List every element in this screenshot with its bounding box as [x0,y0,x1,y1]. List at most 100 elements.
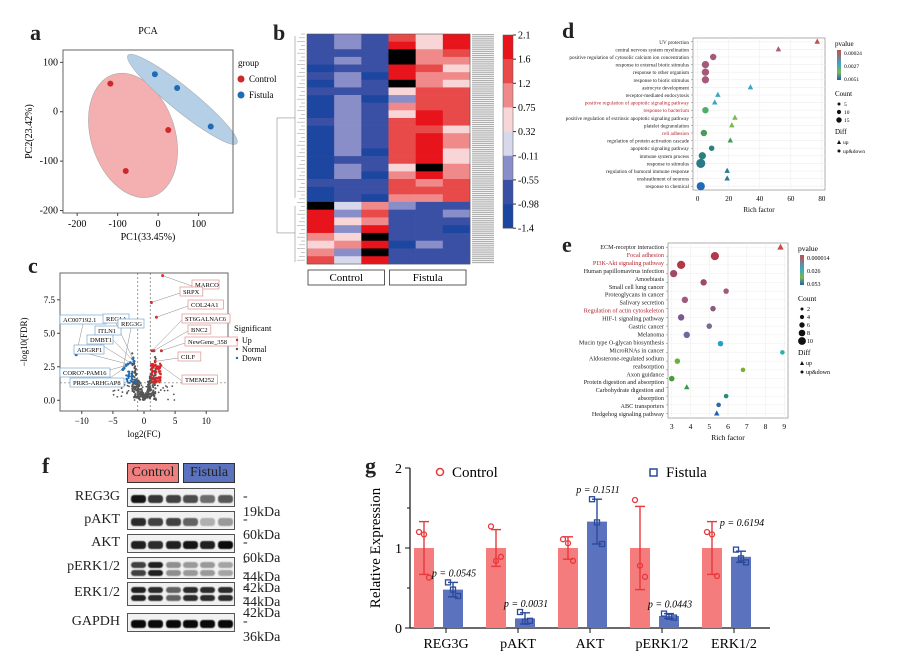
down-gene-point [124,363,128,367]
heatmap-cell [361,209,389,218]
normal-point [146,391,149,394]
gene-label-box [69,377,125,388]
row-label [472,224,494,226]
heatmap-cell [307,179,335,187]
heatmap-cell [415,209,444,218]
x-tick-label: −5 [108,416,118,426]
panel-letter-c: c [28,253,38,278]
legend-marker [235,347,239,351]
heatmap-cell [415,72,444,81]
heatmap-cell [442,217,471,226]
row-label [472,167,494,170]
row-label [472,100,494,103]
heatmap-cell [442,240,471,249]
p-value-label: p = 0.1511 [575,485,620,496]
heatmap-cell [307,194,335,203]
heatmap-cell [388,133,416,142]
blot-size-label: - 60kDa [243,534,281,566]
heatmap-cell [334,186,362,195]
group-label: Fistula [413,272,443,284]
blot-band [148,517,164,526]
blot-band [131,494,146,503]
heatmap-cell [415,117,444,126]
legend-count-title: Count [835,90,852,98]
heatmap-cell [442,56,471,65]
row-label [472,241,494,243]
row-label [472,63,494,65]
group-box [307,269,385,286]
gene-label-up: TMEM252 [185,377,214,384]
count-legend-label: 10 [807,339,813,345]
normal-point [149,386,152,389]
heatmap-cell [442,163,471,172]
legend-count-title: Count [798,294,817,303]
data-point-control [420,531,428,538]
blot-band [148,570,164,576]
blot-band [148,619,164,628]
row-label [472,199,494,201]
count-legend-label: 4 [807,315,810,321]
data-point-circle [740,367,746,373]
term-label: positive regulation of cytosolic calcium… [569,54,689,61]
plot-frame [62,49,234,214]
legend-marker [235,356,239,360]
term-label: platelet degranulation [644,123,689,129]
row-label [472,65,494,67]
row-label [472,249,494,251]
row-label [472,82,494,84]
row-label [472,126,494,128]
heatmap-cell [307,156,335,165]
heatmap-cell [307,225,335,234]
row-label [472,69,494,71]
blot-band [182,517,198,526]
normal-point [137,384,140,387]
pvalue-colorbar [837,50,841,80]
data-point-control [425,574,433,581]
count-legend-marker [800,307,804,311]
data-point-triangle [729,122,735,128]
data-point-fistula [732,546,740,553]
normal-point [135,396,138,399]
data-point-circle [709,53,717,61]
heatmap-cell [442,102,471,111]
normal-point [163,389,166,392]
y-tick-label: -200 [40,206,58,217]
normal-point [147,384,150,387]
row-label [472,94,494,96]
colorbar-tick-label: -0.55 [518,175,539,186]
blot-band [165,517,181,526]
heatmap-cell [361,64,389,73]
term-label: Regulation of actin cytoskeleton [584,308,664,315]
term-label: response to chemical [645,184,689,190]
blot-band [131,517,146,526]
bar-fistula [731,556,751,628]
p-value-label: p = 0.0545 [431,568,476,579]
row-label [472,138,494,140]
label-leader [99,343,131,363]
heatmap-cell [415,133,444,142]
down-point [134,379,137,382]
row-label [472,230,494,232]
up-point [157,370,161,373]
normal-point [117,389,120,392]
term-label: Carbohydrate digestion and [596,387,665,394]
term-label: astrocyte development [642,85,689,91]
row-label [472,134,494,136]
blot-band [131,562,146,568]
count-legend-marker [798,329,806,337]
up-point [159,366,162,369]
heatmap-cell [361,217,389,226]
blot-band [165,587,181,593]
normal-point [166,389,169,392]
data-point-triangle [711,99,718,105]
normal-point [156,384,159,387]
blot-band [148,595,164,601]
heatmap-cell [388,72,416,81]
legend-marker-control [435,467,445,477]
heatmap-cell [442,194,471,203]
heatmap-cell [388,125,416,134]
heatmap-cell [442,248,471,257]
y-tick-label: 2.5 [44,362,56,372]
normal-point [140,384,143,387]
